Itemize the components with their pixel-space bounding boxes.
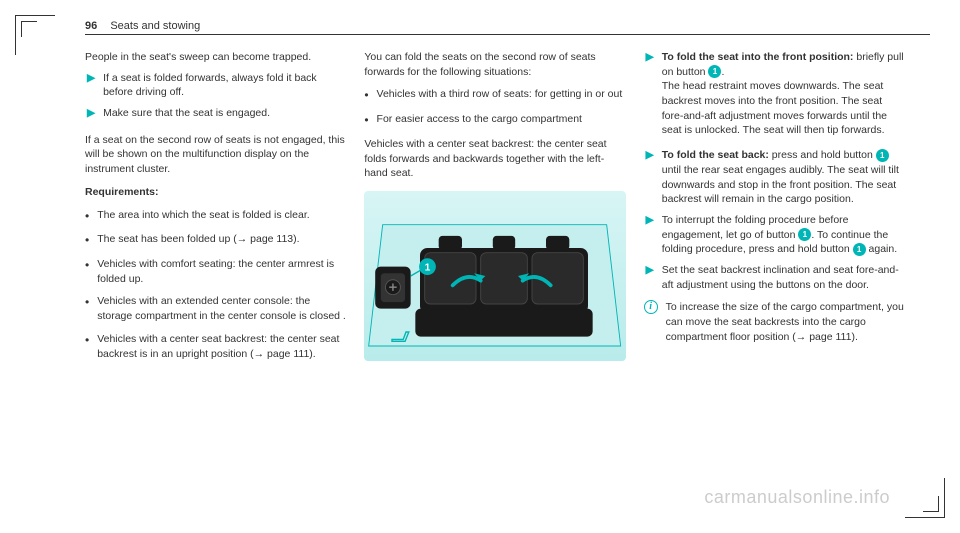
bullet-icon: • — [85, 294, 89, 323]
instruction-item: ▶ To fold the seat back: press and hold … — [644, 148, 905, 207]
bullet-text: Vehicles with comfort seating: the cente… — [97, 257, 346, 286]
bullet-item: • For easier access to the cargo compart… — [364, 112, 625, 129]
ref-arrow-icon: → — [254, 348, 265, 360]
arrow-icon: ▶ — [646, 50, 654, 138]
bullet-item: • Vehicles with an extended center conso… — [85, 294, 346, 323]
svg-text:1: 1 — [425, 262, 431, 273]
bullet-text: The area into which the seat is folded i… — [97, 208, 309, 225]
bullet-icon: • — [364, 87, 368, 104]
instruction-item: ▶ To interrupt the folding procedure bef… — [644, 213, 905, 257]
body-text: You can fold the seats on the second row… — [364, 50, 625, 79]
bullet-text: Vehicles with a third row of seats: for … — [377, 87, 623, 104]
bullet-icon: • — [85, 332, 89, 361]
page-header: 96 Seats and stowing — [85, 20, 930, 35]
bullet-text: Vehicles with an extended center console… — [97, 294, 346, 323]
ref-arrow-icon: → — [237, 233, 248, 245]
bullet-item: • The area into which the seat is folded… — [85, 208, 346, 225]
column-1: People in the seat's sweep can become tr… — [85, 50, 346, 371]
instruction-item: ▶ Set the seat backrest inclination and … — [644, 263, 905, 292]
ref-arrow-icon: → — [796, 331, 807, 343]
info-icon: i — [644, 300, 658, 314]
instruction-text: To fold the seat into the front position… — [662, 50, 905, 138]
bullet-icon: • — [364, 112, 368, 129]
section-title: Seats and stowing — [110, 20, 200, 32]
corner-decoration-br — [905, 478, 945, 518]
callout-1-icon: 1 — [798, 228, 811, 241]
bullet-text: Vehicles with a center seat backrest: th… — [97, 332, 346, 361]
bullet-icon: • — [85, 257, 89, 286]
column-3: ▶ To fold the seat into the front positi… — [644, 50, 905, 371]
body-text: Vehicles with a center seat backrest: th… — [364, 137, 625, 181]
instruction-item: ▶ Make sure that the seat is engaged. — [85, 106, 346, 121]
instruction-text: If a seat is folded forwards, always fol… — [103, 71, 346, 100]
callout-1-icon: 1 — [876, 149, 889, 162]
corner-decoration-tl — [15, 15, 55, 55]
body-text: If a seat on the second row of seats is … — [85, 133, 346, 177]
arrow-icon: ▶ — [87, 71, 95, 100]
arrow-icon: ▶ — [646, 213, 654, 257]
instruction-text: To fold the seat back: press and hold bu… — [662, 148, 905, 207]
bullet-item: • The seat has been folded up (→ page 11… — [85, 232, 346, 249]
bullet-text: For easier access to the cargo compartme… — [377, 112, 582, 129]
requirements-heading: Requirements: — [85, 185, 346, 200]
info-note: i To increase the size of the cargo comp… — [644, 300, 905, 344]
warning-box: People in the seat's sweep can become tr… — [85, 50, 346, 121]
bullet-item: • Vehicles with comfort seating: the cen… — [85, 257, 346, 286]
instruction-text: Make sure that the seat is engaged. — [103, 106, 270, 121]
seat-diagram: 1 — [364, 191, 625, 361]
instruction-text: Set the seat backrest inclination and se… — [662, 263, 905, 292]
bullet-item: • Vehicles with a center seat backrest: … — [85, 332, 346, 361]
seat-illustration-svg: 1 — [364, 191, 625, 361]
page-number: 96 — [85, 20, 97, 32]
content-columns: People in the seat's sweep can become tr… — [85, 50, 905, 371]
column-2: You can fold the seats on the second row… — [364, 50, 625, 371]
arrow-icon: ▶ — [646, 148, 654, 207]
arrow-icon: ▶ — [646, 263, 654, 292]
bullet-item: • Vehicles with a third row of seats: fo… — [364, 87, 625, 104]
info-text: To increase the size of the cargo compar… — [666, 300, 905, 344]
bullet-icon: • — [85, 208, 89, 225]
bullet-icon: • — [85, 232, 89, 249]
watermark: carmanualsonline.info — [704, 487, 890, 508]
arrow-icon: ▶ — [87, 106, 95, 121]
instruction-text: To interrupt the folding procedure befor… — [662, 213, 905, 257]
instruction-item: ▶ To fold the seat into the front positi… — [644, 50, 905, 138]
warning-intro: People in the seat's sweep can become tr… — [85, 50, 346, 65]
callout-1-icon: 1 — [853, 243, 866, 256]
callout-1-icon: 1 — [708, 65, 721, 78]
instruction-item: ▶ If a seat is folded forwards, always f… — [85, 71, 346, 100]
bullet-text: The seat has been folded up (→ page 113)… — [97, 232, 299, 249]
